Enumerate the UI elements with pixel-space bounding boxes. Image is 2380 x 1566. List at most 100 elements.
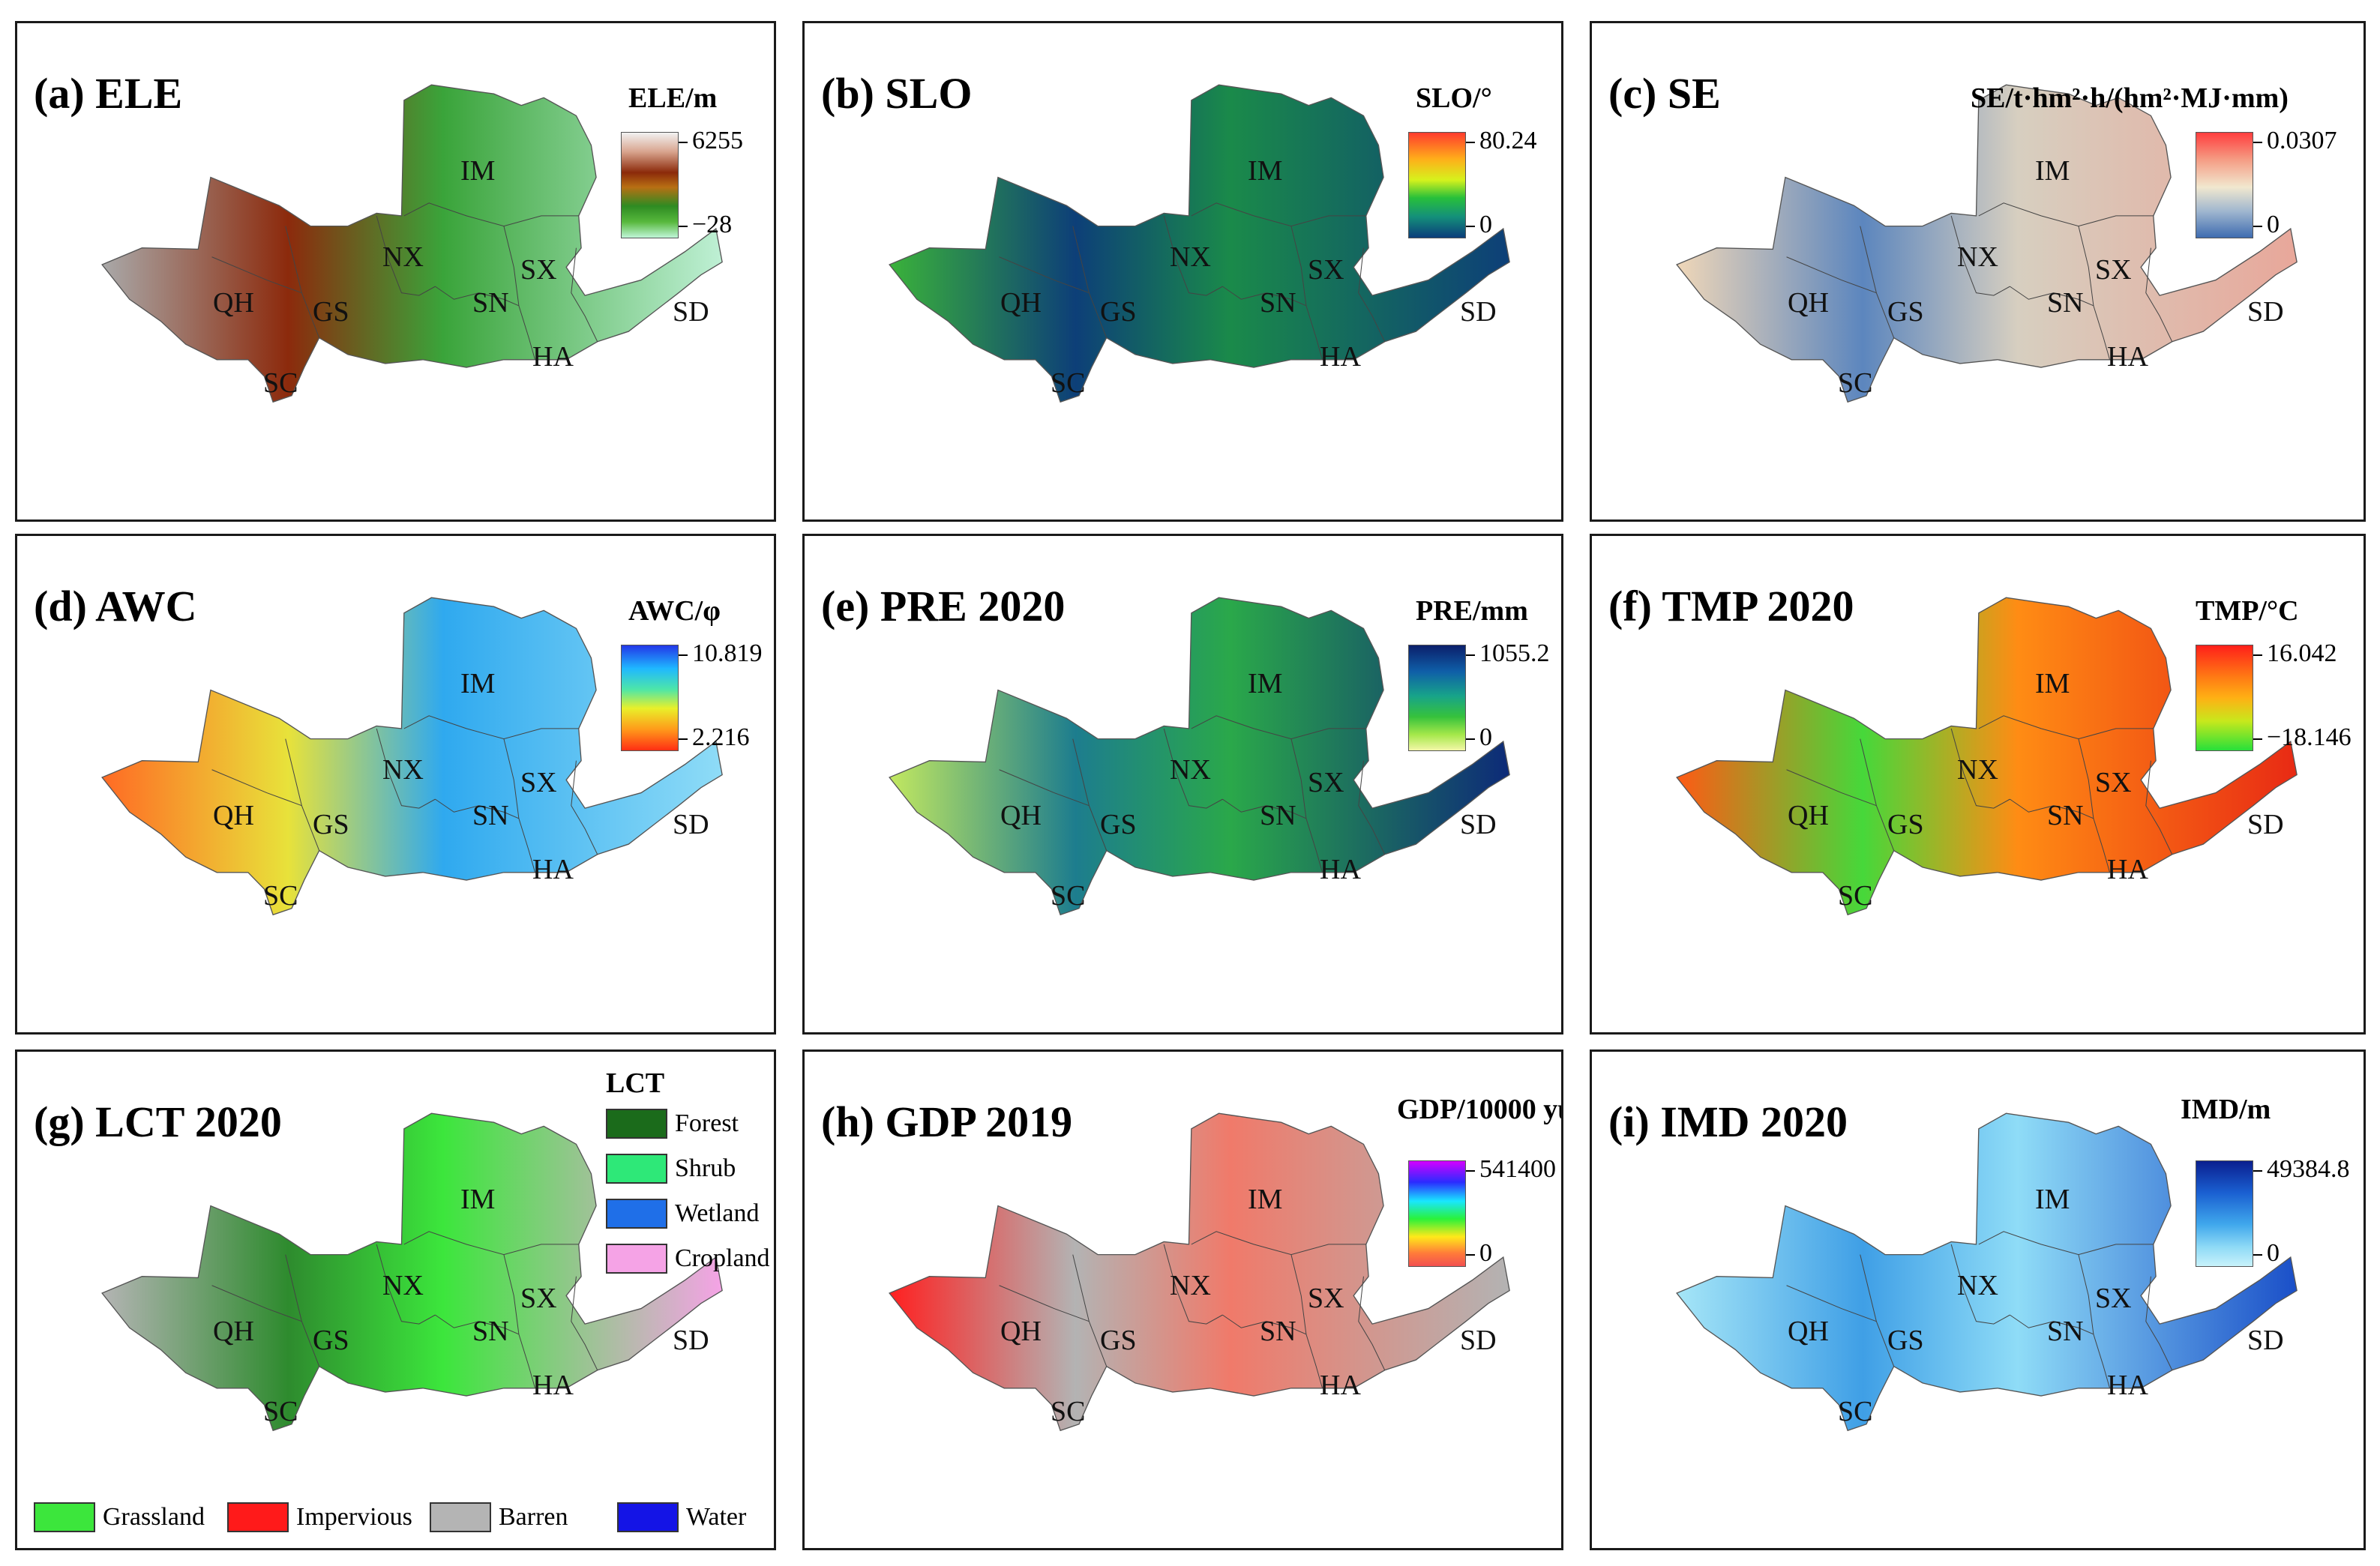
province-label-nx: NX	[382, 241, 424, 273]
basin-map	[889, 597, 1510, 916]
province-label-sx: SX	[1308, 1283, 1344, 1314]
legend-min-label: −28	[678, 211, 733, 238]
province-label-sc: SC	[1051, 367, 1086, 399]
province-border	[2145, 247, 2173, 343]
basin-region	[1676, 84, 2298, 403]
province-border	[1978, 202, 2154, 227]
province-label-gs: GS	[1887, 809, 1924, 840]
province-label-ha: HA	[1320, 854, 1361, 885]
map-panel: (b) SLO SLO/° 80.24 0 IM NX SX SN QH GS SD HA SC	[802, 21, 1563, 522]
province-label-sn: SN	[1260, 1316, 1296, 1347]
province-label-sn: SN	[2047, 287, 2084, 319]
map-panel: (c) SE SE/t·hm²·h/(hm²·MJ·mm) 0.0307 0 IM NX S…	[1590, 21, 2366, 522]
province-label-sc: SC	[1838, 1396, 1873, 1427]
province-border	[1786, 1285, 1877, 1322]
province-label-ha: HA	[1320, 341, 1361, 373]
province-border	[1163, 728, 1223, 809]
province-border	[211, 1285, 302, 1322]
province-label-sn: SN	[472, 1316, 509, 1347]
province-label-sn: SN	[2047, 1316, 2084, 1347]
map-panel: (f) TMP 2020 TMP/°C 16.042 −18.146 IM NX SX SN Q…	[1590, 534, 2366, 1035]
province-border	[2010, 1314, 2094, 1335]
map-panel: (e) PRE 2020 PRE/mm 1055.2 0 IM NX SX SN QH GS SD H…	[802, 534, 1563, 1035]
province-border	[403, 715, 579, 740]
legend-item-water: Water	[617, 1502, 746, 1533]
basin-region	[1676, 1112, 2298, 1432]
legend-swatch	[606, 1244, 667, 1274]
panel-title: (i) IMD 2020	[1608, 1097, 1848, 1146]
province-label-nx: NX	[1957, 1270, 1998, 1301]
province-label-sn: SN	[1260, 287, 1296, 319]
legend-item-forest: Forest	[606, 1108, 739, 1139]
legend-item-wetland: Wetland	[606, 1198, 759, 1229]
province-label-gs: GS	[1887, 1325, 1924, 1356]
province-border	[2010, 798, 2094, 819]
panel-title: (f) TMP 2020	[1608, 582, 1854, 630]
color-bar	[1408, 1160, 1466, 1267]
province-border	[1358, 247, 1386, 343]
province-label-sx: SX	[520, 767, 557, 798]
basin-region	[1676, 597, 2298, 916]
province-label-sd: SD	[2247, 1325, 2284, 1356]
legend-max-label: 1055.2	[1466, 639, 1550, 667]
color-bar	[2196, 132, 2253, 238]
color-bar	[1408, 645, 1466, 751]
legend-item-barren: Barren	[430, 1502, 568, 1533]
province-label-sx: SX	[2095, 767, 2132, 798]
province-label-gs: GS	[313, 809, 349, 840]
legend-title: AWC/φ	[628, 595, 721, 627]
color-bar	[2196, 645, 2253, 751]
province-border	[2145, 760, 2173, 855]
province-border	[435, 286, 520, 307]
panel-title: (g) LCT 2020	[34, 1097, 282, 1146]
legend-swatch	[606, 1199, 667, 1229]
province-label-nx: NX	[1170, 241, 1211, 273]
province-label-sn: SN	[472, 287, 509, 319]
color-bar	[621, 132, 679, 238]
legend-item-impervious: Impervious	[227, 1502, 412, 1533]
province-label-sc: SC	[1051, 1396, 1086, 1427]
basin-region	[101, 597, 723, 916]
province-border	[2010, 286, 2094, 307]
color-bar	[621, 645, 679, 751]
province-label-nx: NX	[1957, 241, 1998, 273]
province-label-qh: QH	[213, 1316, 254, 1347]
province-label-qh: QH	[1000, 287, 1042, 319]
province-label-gs: GS	[1100, 809, 1137, 840]
color-bar	[1408, 132, 1466, 238]
panel-title: (c) SE	[1608, 69, 1721, 118]
province-label-sn: SN	[2047, 800, 2084, 831]
legend-max-label: 80.24	[1466, 127, 1537, 154]
province-label-sx: SX	[520, 1283, 557, 1314]
province-label-nx: NX	[1170, 1270, 1211, 1301]
legend-title: PRE/mm	[1416, 595, 1528, 627]
province-border	[1786, 256, 1877, 294]
province-label-sd: SD	[1460, 296, 1497, 328]
province-border	[571, 1276, 598, 1371]
legend-max-label: 6255	[679, 127, 743, 154]
province-label-sx: SX	[1308, 767, 1344, 798]
province-border	[1786, 769, 1877, 807]
province-label-nx: NX	[382, 1270, 424, 1301]
province-border	[1978, 715, 2154, 740]
province-border	[435, 798, 520, 819]
province-label-ha: HA	[1320, 1370, 1361, 1401]
legend-min-label: 0	[1466, 211, 1492, 238]
province-label-sn: SN	[472, 800, 509, 831]
province-border	[211, 769, 302, 807]
legend-swatch	[617, 1502, 679, 1533]
province-border	[376, 1244, 436, 1325]
province-label-im: IM	[1248, 668, 1283, 699]
basin-region	[101, 1112, 723, 1432]
province-border	[1191, 202, 1366, 227]
map-panel: (h) GDP 2019 GDP/10000 yuan 541400 0 IM NX SX S…	[802, 1049, 1563, 1550]
legend-max-label: 10.819	[679, 639, 763, 667]
province-label-sx: SX	[520, 254, 557, 286]
basin-region	[101, 84, 723, 403]
legend-swatch	[34, 1502, 95, 1533]
province-border	[999, 769, 1090, 807]
province-label-sc: SC	[1838, 367, 1873, 399]
province-label-sc: SC	[263, 1396, 298, 1427]
province-label-ha: HA	[532, 1370, 574, 1401]
legend-title: SLO/°	[1416, 82, 1492, 114]
